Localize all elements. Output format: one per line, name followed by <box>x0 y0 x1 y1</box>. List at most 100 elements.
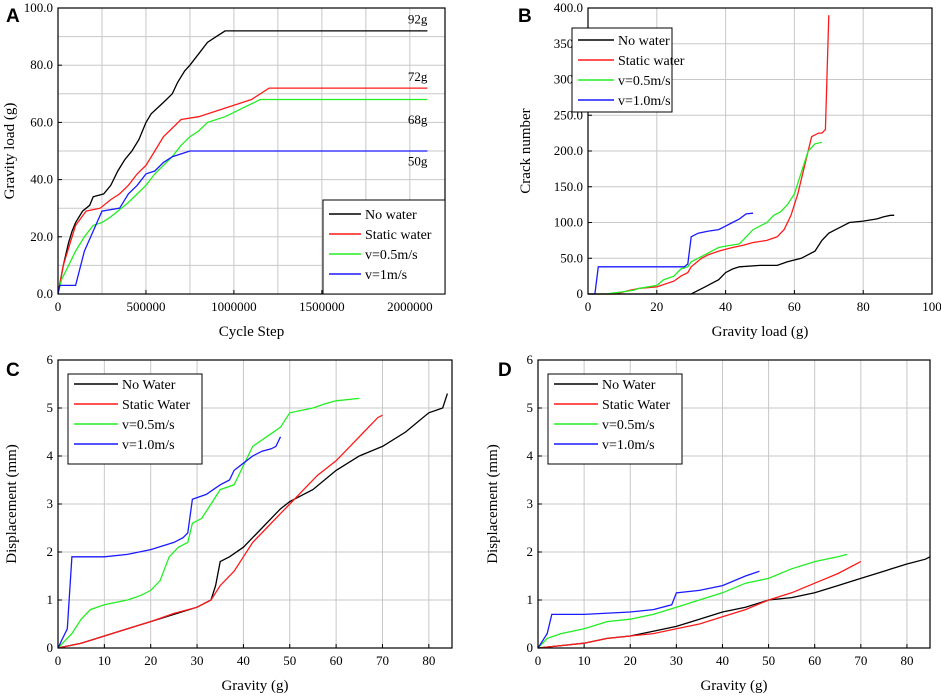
legend-label: v=1.0m/s <box>618 94 671 109</box>
x-tick-label: 20 <box>650 299 663 314</box>
x-axis-title: Gravity (g) <box>221 678 288 694</box>
y-tick-label: 60.0 <box>30 114 53 129</box>
series-line-v-0-5m-s <box>537 553 848 649</box>
y-tick-label: 4 <box>527 448 534 463</box>
y-tick-label: 3 <box>527 496 534 511</box>
series-line-no-water <box>537 556 931 649</box>
legend-label: v=0.5m/s <box>365 248 418 263</box>
panel-label: C <box>6 360 20 381</box>
legend-label: v=0.5m/s <box>618 74 671 89</box>
series-line-v-1-0m-s <box>537 570 760 649</box>
y-tick-label: 5 <box>527 400 534 415</box>
legend-label: No Water <box>122 378 176 393</box>
y-tick-label: 100.0 <box>554 215 583 230</box>
y-tick-label: 1 <box>47 592 54 607</box>
y-tick-label: 150.0 <box>554 179 583 194</box>
x-tick-label: 60 <box>808 653 821 668</box>
y-tick-label: 6 <box>47 352 54 367</box>
panel-label: D <box>498 360 512 381</box>
y-tick-label: 80.0 <box>30 57 53 72</box>
panel-label: A <box>6 6 20 27</box>
y-tick-label: 50.0 <box>560 250 583 265</box>
series-line-static-water <box>57 87 428 295</box>
legend-box <box>67 373 203 465</box>
legend-label: Static water <box>365 228 432 243</box>
y-tick-label: 1 <box>527 592 534 607</box>
x-axis-title: Gravity (g) <box>700 678 767 694</box>
y-tick-label: 40.0 <box>30 172 53 187</box>
y-axis-title: Displacement (mm) <box>4 444 20 564</box>
annotation-label: 68g <box>408 112 428 127</box>
annotation-label: 72g <box>408 69 428 84</box>
gridlines <box>588 8 932 294</box>
legend-label: v=1m/s <box>365 268 407 283</box>
y-tick-label: 20.0 <box>30 229 53 244</box>
y-tick-label: 200.0 <box>554 143 583 158</box>
legend-label: v=1.0m/s <box>602 438 655 453</box>
y-tick-label: 400.0 <box>554 0 583 15</box>
x-tick-label: 500000 <box>126 299 165 314</box>
legend-box <box>322 199 446 295</box>
legend-label: v=0.5m/s <box>122 418 175 433</box>
x-tick-label: 30 <box>191 653 204 668</box>
panel-a: 0 500000 1000000 1500000 2000000 0.0 20.0 40.0 6… <box>2 0 446 340</box>
y-tick-label: 0 <box>527 640 534 655</box>
plot-frame <box>57 7 446 295</box>
series-line-no-water <box>588 214 895 295</box>
series-line-v-1-0m-s <box>57 436 282 649</box>
x-tick-label: 60 <box>330 653 343 668</box>
series-line-v-0-5m-s <box>57 397 360 649</box>
x-tick-label: 50 <box>762 653 775 668</box>
x-tick-label: 70 <box>854 653 867 668</box>
y-axis-title: Crack number <box>518 108 534 193</box>
x-tick-label: 80 <box>857 299 870 314</box>
legend-box <box>571 27 673 113</box>
legend: No Water Static Water v=0.5m/s v=1.0m/s <box>67 373 203 465</box>
y-tick-label: 0 <box>47 640 54 655</box>
y-tick-label: 5 <box>47 400 54 415</box>
series-line-static-water <box>537 561 862 649</box>
x-tick-label: 50 <box>283 653 296 668</box>
x-tick-label: 40 <box>237 653 250 668</box>
y-tick-label: 3 <box>47 496 54 511</box>
legend-label: No Water <box>602 378 656 393</box>
x-tick-label: 70 <box>376 653 389 668</box>
annotation-label: 50g <box>408 153 428 168</box>
y-tick-label: 100.0 <box>24 0 53 15</box>
panel-label: B <box>518 6 532 27</box>
x-tick-label: 20 <box>624 653 637 668</box>
legend-label: Static Water <box>602 398 671 413</box>
y-tick-label: 2 <box>47 544 54 559</box>
series-line-v-1m-s <box>57 150 428 295</box>
series-line-static-water <box>588 15 830 295</box>
y-tick-label: 4 <box>47 448 54 463</box>
legend-label: Static Water <box>122 398 191 413</box>
panel-d: 0 10 20 30 40 50 60 70 80 0 1 2 3 4 5 6 Gravity (g) Displ… <box>485 352 931 694</box>
legend-label: No water <box>618 34 670 49</box>
series-line-v-0-5m-s <box>57 98 428 295</box>
x-tick-label: 40 <box>716 653 729 668</box>
x-tick-label: 1000000 <box>211 299 257 314</box>
series-line-no-water <box>57 30 428 295</box>
x-tick-label: 10 <box>578 653 591 668</box>
x-tick-label: 40 <box>719 299 732 314</box>
annotation-label: 92g <box>408 12 428 27</box>
legend: No water Static water v=0.5m/s v=1.0m/s <box>571 27 685 113</box>
x-tick-label: 20 <box>144 653 157 668</box>
y-tick-label: 0 <box>577 286 584 301</box>
x-tick-label: 60 <box>788 299 801 314</box>
y-tick-label: 6 <box>527 352 534 367</box>
series-line-v-0-5m-s <box>588 141 823 295</box>
series-line-static-water <box>57 414 383 649</box>
x-tick-label: 80 <box>900 653 913 668</box>
legend: No Water Static Water v=0.5m/s v=1.0m/s <box>547 373 683 465</box>
legend-box <box>547 373 683 465</box>
x-tick-label: 0 <box>55 299 62 314</box>
panel-b: 0 20 40 60 80 100050.0100.0150.0200.0250.0300… <box>518 0 941 340</box>
legend: No water Static water v=0.5m/s v=1m/s <box>322 199 446 295</box>
x-axis-title: Gravity load (g) <box>712 324 809 340</box>
x-tick-label: 0 <box>585 299 592 314</box>
legend-label: Static water <box>618 54 685 69</box>
y-axis-title: Gravity load (g) <box>2 103 18 200</box>
